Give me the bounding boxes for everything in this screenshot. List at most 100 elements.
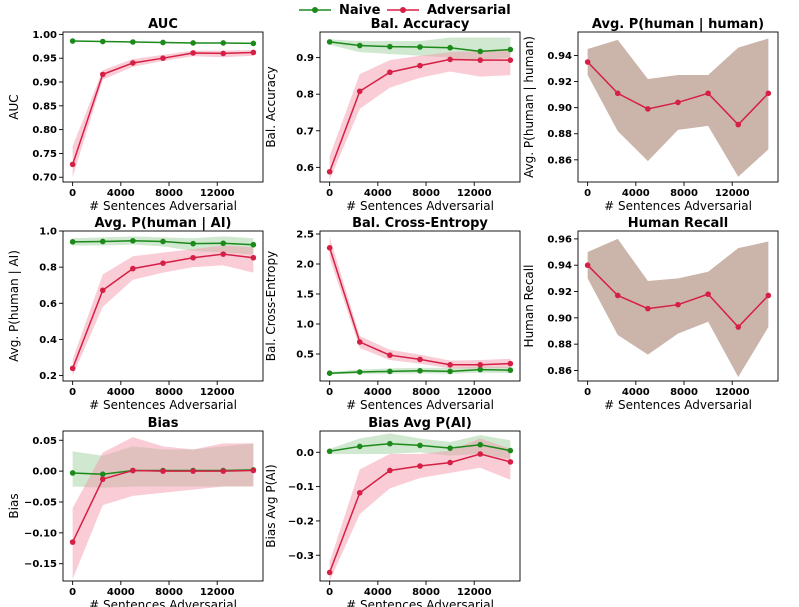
y-tick-label: −0.2 <box>288 516 314 527</box>
data-point <box>387 352 393 359</box>
data-point <box>417 62 423 69</box>
confidence-band <box>329 50 511 181</box>
data-point <box>160 260 166 266</box>
y-axis-label: Human Recall <box>522 265 536 348</box>
data-point <box>190 50 196 56</box>
data-point <box>326 569 333 576</box>
y-tick-label: 0.92 <box>547 77 572 88</box>
data-point <box>507 447 514 454</box>
data-point <box>160 468 166 474</box>
y-tick-label: 1.00 <box>32 30 57 41</box>
y-tick-label: 0.6 <box>39 299 57 310</box>
data-point <box>765 90 772 97</box>
x-tick-label: 8000 <box>412 387 440 398</box>
data-point <box>675 301 681 308</box>
data-point <box>705 90 711 97</box>
data-point <box>705 291 711 297</box>
y-tick-label: 0.88 <box>547 129 572 140</box>
confidence-band <box>72 245 254 376</box>
x-axis-label: # Sentences Adversarial <box>346 199 494 213</box>
data-point <box>99 471 106 478</box>
subplot-title: Bias Avg P(AI) <box>368 416 472 431</box>
data-point <box>584 262 591 269</box>
y-tick-label: 0.8 <box>296 90 314 101</box>
y-axis-label: Bias <box>7 493 21 518</box>
data-point <box>250 241 257 248</box>
y-axis-label: Bias Avg P(AI) <box>264 464 278 547</box>
x-tick-label: 4000 <box>364 587 392 598</box>
data-point <box>220 50 227 57</box>
y-tick-label: 0.94 <box>547 261 572 272</box>
x-tick-label: 0 <box>69 587 76 598</box>
data-point <box>507 46 514 53</box>
legend-swatch-naive <box>299 7 331 13</box>
data-point <box>160 39 166 46</box>
x-tick-label: 4000 <box>622 188 650 199</box>
y-tick-label: −0.10 <box>24 528 57 539</box>
data-point <box>220 40 227 46</box>
data-point <box>477 57 484 63</box>
x-tick-label: 0 <box>69 387 76 398</box>
data-point <box>507 57 514 63</box>
data-point <box>99 71 106 78</box>
y-tick-label: −0.15 <box>24 559 57 570</box>
data-point <box>387 440 393 447</box>
data-point <box>447 445 453 451</box>
subplot-title: Bal. Cross-Entropy <box>352 216 488 231</box>
data-point <box>477 48 484 55</box>
y-axis-label: Avg. P(human | human) <box>522 36 536 178</box>
legend-label-naive: Naive <box>339 2 381 18</box>
data-point <box>447 44 453 51</box>
y-axis-label: Bal. Accuracy <box>264 66 278 147</box>
subplot-title: AUC <box>148 17 178 32</box>
data-point <box>130 237 136 244</box>
x-axis-label: # Sentences Adversarial <box>89 598 237 607</box>
x-tick-label: 8000 <box>155 387 183 398</box>
data-point <box>356 443 363 450</box>
y-tick-label: −0.05 <box>24 497 57 508</box>
y-tick-label: 0.7 <box>296 126 314 137</box>
data-point <box>447 459 453 466</box>
x-axis-label: # Sentences Adversarial <box>604 398 752 412</box>
legend-item-naive: Naive <box>297 2 380 18</box>
x-tick-label: 12000 <box>457 387 492 398</box>
data-point <box>477 441 484 448</box>
subplot-1: AUC 0 4000 8000 12000 0.70 0.75 0.80 0.85 0.90 0.9… <box>7 17 264 213</box>
y-tick-label: 0.90 <box>32 78 57 89</box>
subplot-3: Avg. P(human | human) 0 4000 8000 12000 0.86 0… <box>522 17 779 213</box>
x-tick-label: 8000 <box>670 188 698 199</box>
legend-swatch-adversarial <box>387 7 419 13</box>
subplot-5: Bal. Cross-Entropy 0 4000 8000 12000 0.5 1.0 1.… <box>264 216 521 412</box>
x-tick-label: 12000 <box>457 188 492 199</box>
data-point <box>220 240 227 247</box>
data-point <box>69 470 76 476</box>
y-tick-label: 0.96 <box>547 234 572 245</box>
axes-frame <box>62 230 264 382</box>
confidence-band <box>72 50 254 178</box>
confidence-band <box>329 237 511 369</box>
confidence-band <box>329 438 511 581</box>
data-point <box>447 362 453 368</box>
x-tick-label: 4000 <box>107 387 135 398</box>
data-point <box>250 467 257 474</box>
axes-frame <box>319 31 521 183</box>
data-point <box>220 251 227 257</box>
y-axis-label: Bal. Cross-Entropy <box>264 251 278 361</box>
confidence-band <box>587 38 769 177</box>
axes-frame <box>319 430 521 582</box>
data-point <box>765 292 772 299</box>
y-tick-label: 0.8 <box>39 263 57 274</box>
y-tick-label: −0.1 <box>288 482 314 493</box>
data-point <box>645 305 651 312</box>
subplot-2: Bal. Accuracy 0 4000 8000 12000 0.6 0.7 0.8 0.9 #… <box>264 17 521 213</box>
x-axis-label: # Sentences Adversarial <box>604 199 752 213</box>
x-tick-label: 12000 <box>457 587 492 598</box>
x-tick-label: 8000 <box>155 188 183 199</box>
x-axis-label: # Sentences Adversarial <box>346 398 494 412</box>
y-tick-label: 0.05 <box>32 436 57 447</box>
data-point <box>387 467 393 474</box>
subplot-title: Avg. P(human | human) <box>592 17 764 32</box>
x-axis-label: # Sentences Adversarial <box>346 598 494 607</box>
y-tick-label: 0.00 <box>32 467 57 478</box>
